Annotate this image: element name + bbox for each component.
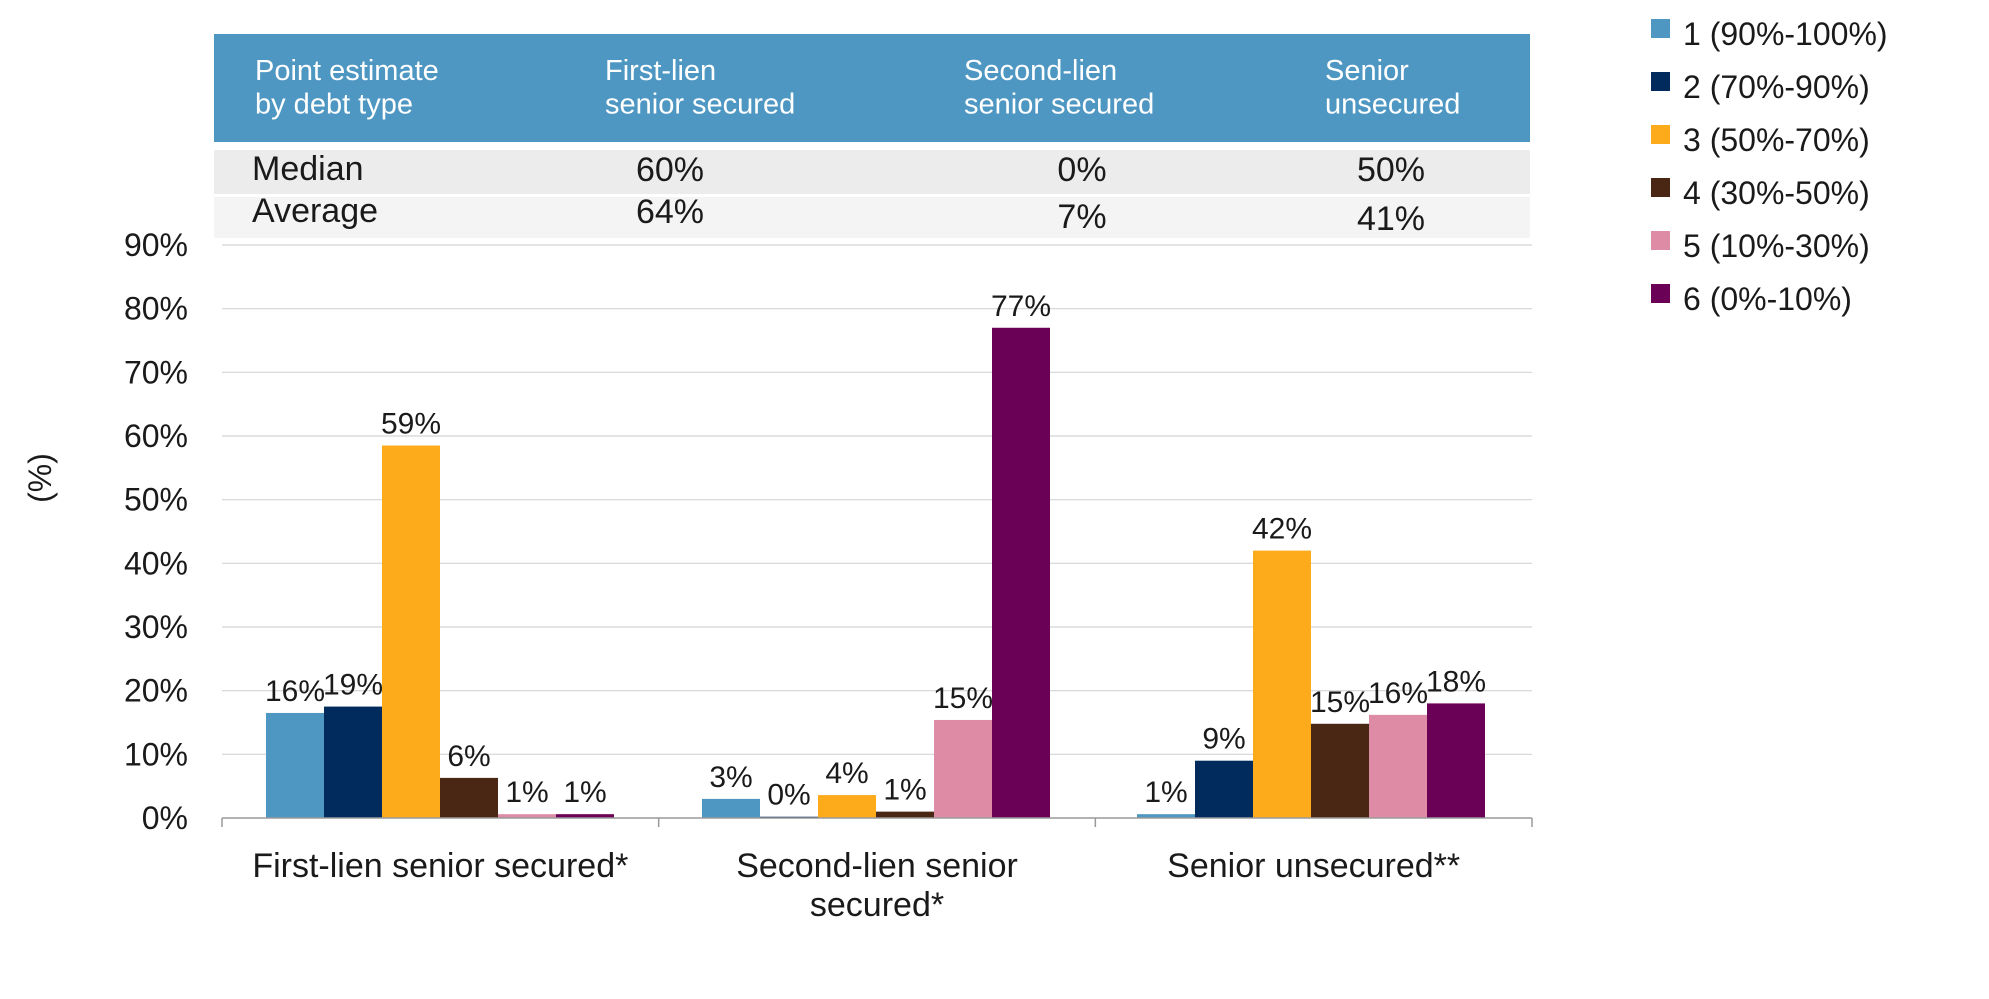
y-tick-label: 10%: [124, 736, 188, 772]
bar-value-label: 16%: [1368, 677, 1428, 710]
bar: [702, 798, 760, 818]
legend-swatch: [1651, 19, 1670, 38]
y-tick-label: 40%: [124, 545, 188, 581]
bar-value-label: 18%: [1426, 665, 1486, 698]
table-row-label: Average: [252, 192, 378, 230]
table-header-cell: Point estimate by debt type: [255, 55, 439, 120]
bar-value-label: 59%: [381, 408, 441, 441]
legend-swatch: [1651, 72, 1670, 91]
bar-value-label: 0%: [767, 779, 810, 812]
y-tick-label: 20%: [124, 673, 188, 709]
y-tick-label: 60%: [124, 418, 188, 454]
bar-value-label: 1%: [883, 774, 926, 807]
table-header-bg: [214, 34, 1530, 142]
bar-value-label: 1%: [505, 776, 548, 809]
table-row-bg: [214, 197, 1530, 238]
y-tick-label: 90%: [124, 227, 188, 263]
table-header-cell: Second-lien senior secured: [964, 55, 1154, 120]
table-cell-value: 0%: [1057, 151, 1106, 189]
legend-label: 3 (50%-70%): [1683, 122, 1870, 158]
summary-table: Point estimate by debt type First-lien seni…: [214, 34, 1530, 238]
bar: [556, 814, 614, 818]
bar: [1195, 760, 1253, 818]
bar-value-label: 15%: [933, 682, 993, 715]
bar-value-label: 16%: [265, 675, 325, 708]
y-tick-label: 30%: [124, 609, 188, 645]
legend-label: 5 (10%-30%): [1683, 228, 1870, 264]
y-tick-label: 0%: [142, 800, 188, 836]
bar-value-label: 42%: [1252, 513, 1312, 546]
bar: [1369, 714, 1427, 818]
table-cell-value: 7%: [1057, 198, 1106, 236]
bar-value-label: 77%: [991, 290, 1051, 323]
bar-value-label: 9%: [1202, 723, 1245, 756]
table-header-cell: Senior unsecured: [1325, 55, 1460, 120]
legend-label: 6 (0%-10%): [1683, 281, 1852, 317]
bars: [266, 327, 1485, 818]
x-tick-label: First-lien senior secured*: [252, 847, 628, 885]
legend-label: 4 (30%-50%): [1683, 175, 1870, 211]
bar: [992, 327, 1050, 818]
table-cell-value: 41%: [1357, 200, 1425, 238]
table-row-label: Median: [252, 150, 364, 188]
axes: 0% 10% 20% 30% 40% 50% 60% 70% 80% 90% (%) First-li…: [22, 227, 1533, 924]
legend-label: 2 (70%-90%): [1683, 69, 1870, 105]
bar: [1137, 814, 1195, 818]
y-tick-label: 70%: [124, 354, 188, 390]
table-header-cell: First-lien senior secured: [605, 55, 795, 120]
x-tick-label: Second-lien senior secured*: [736, 847, 1018, 924]
x-tick-label: Senior unsecured**: [1167, 847, 1460, 885]
y-axis-label: (%): [22, 453, 58, 503]
legend-swatch: [1651, 178, 1670, 197]
table-row-bg: [214, 150, 1530, 194]
bar: [818, 795, 876, 818]
legend-swatch: [1651, 231, 1670, 250]
data-labels: 16%3% 1%19%0%9%59%4%42%6%1%15%1%15% 16%1%7…: [265, 290, 1486, 812]
legend-label: 1 (90%-100%): [1683, 16, 1888, 52]
bar-value-label: 4%: [825, 757, 868, 790]
y-tick-label: 50%: [124, 482, 188, 518]
table-cell-value: 64%: [636, 193, 704, 231]
bar-value-label: 1%: [1144, 776, 1187, 809]
bar: [1427, 703, 1485, 818]
bar: [266, 712, 324, 818]
bar-value-label: 6%: [447, 740, 490, 773]
bar: [1253, 550, 1311, 818]
table-cell-value: 50%: [1357, 151, 1425, 189]
bar: [934, 719, 992, 818]
legend: 1 (90%-100%) 2 (70%-90%) 3 (50%-70%) 4 (30%…: [1651, 16, 1888, 317]
bar: [1311, 723, 1369, 818]
y-tick-label: 80%: [124, 291, 188, 327]
bar: [382, 445, 440, 818]
bar-value-label: 3%: [709, 761, 752, 794]
legend-swatch: [1651, 284, 1670, 303]
bar-value-label: 19%: [323, 669, 383, 702]
legend-swatch: [1651, 125, 1670, 144]
bar-value-label: 1%: [563, 776, 606, 809]
bar: [876, 811, 934, 818]
bar: [498, 814, 556, 818]
bar-value-label: 15%: [1310, 686, 1370, 719]
bar: [440, 777, 498, 818]
table-cell-value: 60%: [636, 151, 704, 189]
bar: [324, 706, 382, 818]
